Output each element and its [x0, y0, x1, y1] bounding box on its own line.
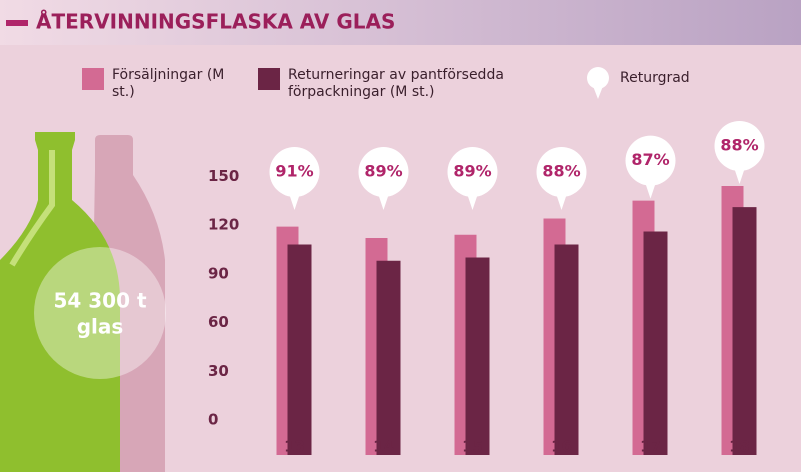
rate-label: 89% [453, 162, 491, 181]
bar [288, 245, 312, 456]
bar [466, 258, 490, 456]
legend-swatch [258, 68, 280, 90]
y-tick-label: 0 [208, 411, 218, 429]
x-tick-label: 18 [729, 438, 750, 456]
annotation-circle [34, 247, 166, 379]
chart-title: ÅTERVINNINGSFLASKA AV GLAS [36, 10, 395, 34]
legend-swatch [587, 67, 609, 89]
annotation: 54 300 t [53, 289, 147, 313]
rate-label: 87% [631, 150, 669, 169]
legend-swatch [82, 68, 104, 90]
x-tick-label: 16 [551, 438, 572, 456]
rate-pointer [645, 181, 657, 199]
legend-swatch [593, 86, 603, 99]
y-tick-label: 120 [208, 216, 239, 234]
rate-pointer [556, 192, 568, 210]
legend-label: Försäljningar (M st.) [112, 67, 242, 101]
rate-pointer [734, 166, 746, 184]
x-tick-label: 17 [640, 438, 661, 456]
title-dash [6, 20, 28, 26]
x-tick-label: 15 [462, 438, 483, 456]
y-tick-label: 90 [208, 264, 229, 282]
rate-pointer [378, 192, 390, 210]
x-tick-label: 13 [284, 438, 305, 456]
legend-label: Returneringar av pantförsedda förpacknin… [288, 67, 548, 101]
legend-label: Returgrad [620, 70, 690, 87]
rate-label: 89% [364, 162, 402, 181]
rate-pointer [467, 192, 479, 210]
page: ÅTERVINNINGSFLASKA AV GLAS 54 300 t glas… [0, 0, 801, 472]
y-tick-label: 60 [208, 313, 229, 331]
x-tick-label: 14 [373, 438, 394, 456]
bar [644, 232, 668, 456]
rate-label: 91% [275, 162, 313, 181]
bar [377, 261, 401, 455]
bar [733, 207, 757, 455]
annotation: glas [77, 315, 124, 339]
rate-label: 88% [720, 136, 758, 155]
bar [555, 245, 579, 456]
y-tick-label: 150 [208, 167, 239, 185]
rate-label: 88% [542, 162, 580, 181]
rate-pointer [289, 192, 301, 210]
y-tick-label: 30 [208, 362, 229, 380]
